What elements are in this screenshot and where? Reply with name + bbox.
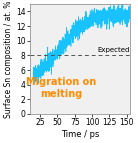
- Text: Expected: Expected: [97, 47, 130, 53]
- X-axis label: Time / ps: Time / ps: [61, 130, 99, 139]
- Y-axis label: Surface Sn composition / at. %: Surface Sn composition / at. %: [4, 0, 13, 118]
- Text: Migration on
melting: Migration on melting: [26, 77, 96, 100]
